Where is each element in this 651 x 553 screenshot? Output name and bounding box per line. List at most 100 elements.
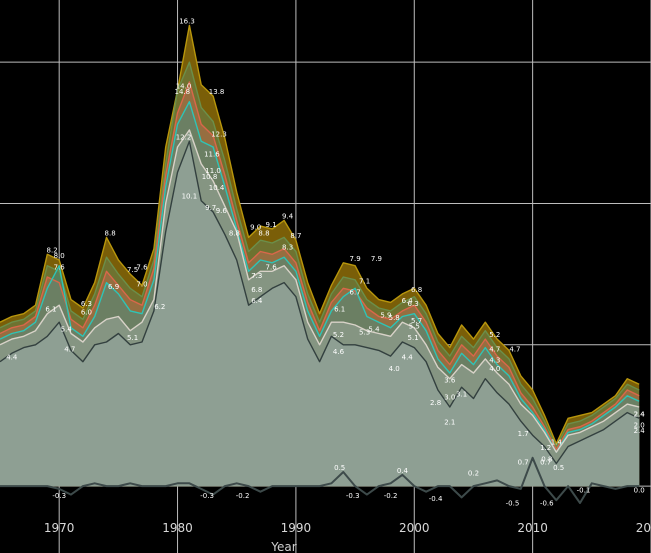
data-label: 2.0 [634,422,645,430]
data-label: 10.1 [182,193,198,201]
data-label: 5.2 [333,331,344,339]
data-label: 7.6 [54,263,66,271]
data-label: 2.4 [634,410,646,418]
data-label: 10.4 [209,184,225,192]
data-label: 0.5 [334,464,345,472]
data-label: -0.2 [384,492,398,500]
data-label: 6.2 [154,303,165,311]
data-label: 9.0 [250,224,261,232]
data-label: 5.1 [127,334,138,342]
data-label: 4.7 [509,345,520,353]
data-label: -0.5 [506,499,520,507]
data-label: 0.7 [540,458,551,466]
data-label: 7.0 [136,280,147,288]
data-label: 9.1 [266,221,277,229]
data-label: 5.4 [368,326,380,334]
data-label: 6.7 [350,289,361,297]
data-labels: 16.3 14.014.8 13.8 12.3 12.2 11.6 11.0 10.4 10.8… [6,17,645,507]
series-line [0,456,640,504]
data-label: 7.3 [251,272,262,280]
data-label: 14.0 [176,82,192,90]
data-label: -0.2 [236,492,250,500]
data-label: 6.9 [108,283,119,291]
x-tick-label: 2000 [399,521,430,535]
data-label: 4.6 [333,348,345,356]
data-label: 6.8 [251,286,262,294]
data-label: 5.1 [408,334,419,342]
data-label: 6.3 [81,300,92,308]
data-label: 0.7 [518,458,529,466]
series-line [0,140,640,465]
data-label: 14.8 [175,88,191,96]
series-line [0,61,640,448]
data-label: 12.3 [211,131,227,139]
data-label: 0.8 [541,456,552,464]
data-label: 0.0 [634,487,645,495]
x-tick-label: 1970 [44,521,75,535]
data-label: 3.0 [444,393,455,401]
data-label: 2.8 [430,399,441,407]
data-label: 6.1 [334,306,345,314]
data-label: 8.0 [54,252,65,260]
data-label: 2.1 [444,419,455,427]
series-line [0,24,640,445]
data-label: 5.5 [409,323,420,331]
data-label: 6.4 [402,297,414,305]
x-tick-label: 1980 [162,521,193,535]
data-label: 8.8 [105,229,116,237]
data-label: 6.4 [251,297,263,305]
data-label: -0.3 [346,492,360,500]
x-axis-ticks: 1970 1980 1990 2000 2010 2020 [44,521,651,535]
data-label: 1.7 [518,430,529,438]
data-label: -0.4 [429,495,443,503]
data-label: 5.7 [411,317,422,325]
data-label: 7.5 [127,266,138,274]
data-label: 2.4 [634,410,646,418]
x-tick-label: 2020 [636,521,651,535]
data-label: 4.4 [402,354,414,362]
x-axis-title: Year [270,540,296,553]
data-label: 9.4 [282,212,294,220]
data-label: -0.3 [52,492,66,500]
x-tick-label: 1990 [281,521,312,535]
data-label: 0.4 [397,467,409,475]
data-label: 10.8 [202,173,218,181]
data-label: 7.6 [266,263,278,271]
data-label: 1.2 [540,444,551,452]
data-label: 8.7 [290,232,301,240]
series-areas [0,25,640,487]
data-label: 6.0 [81,309,92,317]
data-label: 5.4 [61,326,73,334]
data-label: 7.1 [359,277,370,285]
data-label: 9.7 [205,204,216,212]
data-label: 5.9 [380,311,391,319]
data-label: 2.4 [634,427,646,435]
data-label: 1.4 [551,439,563,447]
data-label: 7.9 [371,255,382,263]
data-label: 11.6 [204,150,220,158]
data-label: -0.3 [200,492,214,500]
data-label: 7.6 [136,263,148,271]
series-line [0,129,640,453]
data-label: 7.9 [350,255,361,263]
data-label: -0.6 [540,499,554,507]
data-label: 6.3 [408,300,419,308]
data-label: 8.2 [47,246,58,254]
data-label: -0.1 [577,487,591,495]
data-label: 13.8 [209,88,225,96]
data-label: 4.0 [389,365,400,373]
data-label: 6.8 [411,286,422,294]
data-label: 5.8 [389,314,400,322]
data-label: 4.0 [489,365,500,373]
series-lines [0,24,640,504]
series-line [0,100,640,453]
data-label: 8.3 [282,244,293,252]
data-label: 11.0 [205,167,221,175]
data-label: 12.2 [176,133,192,141]
data-label: 8.8 [229,229,240,237]
data-label: 9.6 [216,207,228,215]
x-tick-label: 2010 [517,521,548,535]
series-line [0,81,640,450]
series-area-base [0,141,640,487]
